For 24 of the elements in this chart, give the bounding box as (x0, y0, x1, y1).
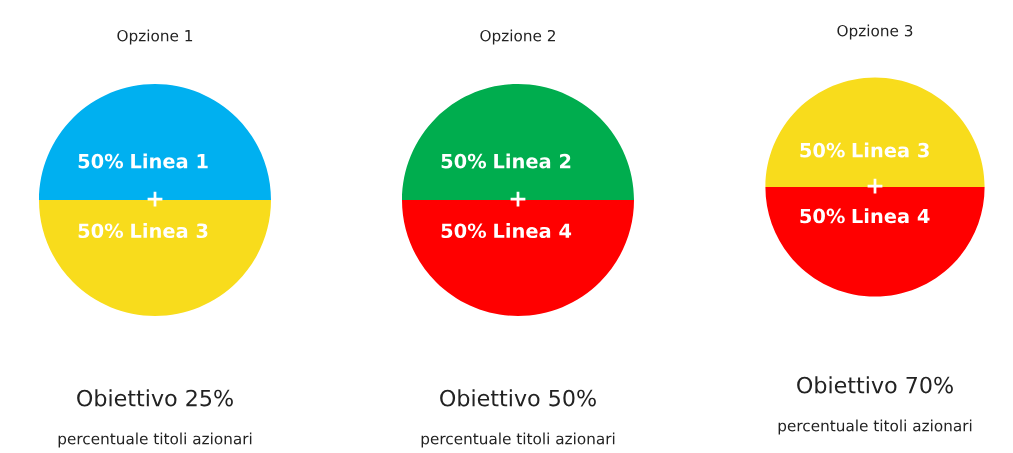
data-label: 50% (441, 153, 487, 169)
text: Obiettivo 70% (797, 376, 953, 394)
chart-title: Opzione 1 (117, 29, 193, 45)
text: + (147, 191, 163, 207)
slice-label: Linea 3 (131, 223, 208, 239)
slice-label: Linea 3 (852, 142, 929, 158)
text: + (867, 178, 883, 194)
data-label: 50% (78, 223, 124, 239)
slice-label: Linea 2 (494, 153, 571, 169)
data-label: 50% (800, 208, 845, 224)
text: Obiettivo 25% (77, 389, 233, 407)
slice-label: Linea 4 (494, 223, 572, 239)
chart-title: Opzione 2 (480, 29, 555, 45)
text: percentuale titoli azionari (421, 432, 615, 448)
data-label: 50% (78, 153, 124, 169)
data-label: 50% (441, 223, 487, 239)
text: + (510, 191, 526, 207)
chart-title: Opzione 3 (837, 24, 913, 40)
text: percentuale titoli azionari (778, 419, 972, 435)
text: percentuale titoli azionari (58, 432, 252, 448)
slice-label: Linea 4 (852, 208, 930, 224)
data-label: 50% (800, 142, 845, 158)
slice-label: Linea 1 (131, 153, 208, 169)
text: Obiettivo 50% (440, 389, 596, 407)
